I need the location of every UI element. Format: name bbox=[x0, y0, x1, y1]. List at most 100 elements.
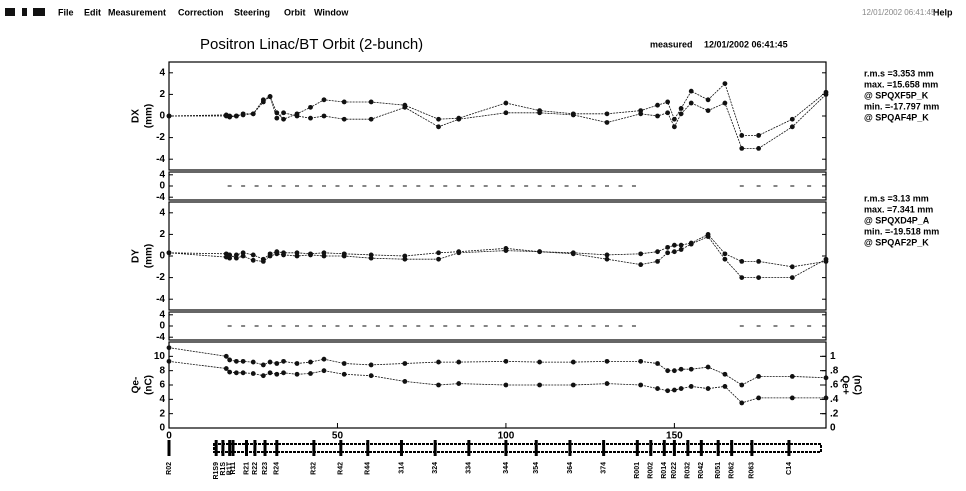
element-label: 334 bbox=[466, 462, 473, 474]
orbit-point bbox=[756, 259, 762, 264]
beamline-element bbox=[662, 440, 666, 456]
orbit-point bbox=[436, 382, 441, 388]
beamline-element bbox=[231, 440, 235, 456]
orbit-point bbox=[267, 94, 273, 99]
orbit-point bbox=[274, 361, 280, 366]
orbit-point bbox=[705, 108, 711, 113]
orbit-point bbox=[789, 374, 795, 379]
beamline-element bbox=[699, 440, 703, 456]
orbit-point bbox=[274, 115, 280, 121]
orbit-point bbox=[503, 110, 509, 116]
orbit-point bbox=[688, 366, 694, 372]
icon[interactable] bbox=[22, 8, 27, 16]
plot-frame bbox=[168, 201, 827, 311]
menu-item[interactable]: Edit bbox=[84, 7, 101, 17]
orbit-point bbox=[233, 255, 239, 261]
y-tick-label: 4 bbox=[159, 309, 165, 320]
orbit-point bbox=[665, 110, 671, 116]
orbit-point bbox=[671, 242, 677, 248]
y-tick-label: -2 bbox=[156, 132, 165, 143]
y-tick-label: 0 bbox=[159, 111, 165, 122]
orbit-point bbox=[665, 388, 671, 394]
orbit-point bbox=[250, 371, 256, 376]
orbit-point bbox=[456, 116, 462, 122]
orbit-point bbox=[789, 275, 795, 280]
orbit-point bbox=[166, 358, 172, 364]
orbit-point bbox=[456, 250, 462, 256]
orbit-point bbox=[260, 373, 266, 379]
orbit-point bbox=[227, 114, 233, 120]
orbit-point bbox=[638, 262, 644, 268]
menu-item[interactable]: File bbox=[58, 7, 74, 17]
beamline-element bbox=[467, 440, 471, 456]
orbit-point bbox=[678, 247, 684, 252]
orbit-point bbox=[638, 111, 644, 117]
element-label: R032 bbox=[685, 462, 692, 479]
orbit-point bbox=[503, 248, 509, 254]
orbit-point bbox=[671, 124, 677, 130]
beamline-element bbox=[635, 440, 639, 456]
orbit-point bbox=[638, 358, 644, 364]
orbit-point bbox=[671, 387, 677, 393]
element-label: R22 bbox=[252, 462, 259, 475]
beamline-element bbox=[672, 440, 676, 456]
orbit-point bbox=[260, 99, 266, 105]
y-tick-label: 4 bbox=[159, 394, 165, 405]
orbit-point bbox=[436, 250, 441, 256]
orbit-line bbox=[168, 347, 827, 386]
menu-item[interactable]: Measurement bbox=[108, 7, 166, 17]
orbit-point bbox=[308, 359, 313, 365]
orbit-point bbox=[537, 359, 543, 365]
y-tick-label: 2 bbox=[159, 229, 165, 240]
orbit-point bbox=[537, 249, 543, 255]
orbit-point bbox=[671, 116, 677, 122]
orbit-point bbox=[537, 110, 543, 116]
orbit-point bbox=[671, 249, 677, 255]
orbit-point bbox=[756, 146, 762, 151]
y2-tick-label: .4 bbox=[830, 394, 839, 405]
orbit-point bbox=[655, 113, 660, 119]
menu-item[interactable]: Window bbox=[314, 7, 349, 17]
orbit-point bbox=[281, 110, 286, 116]
menu-item[interactable]: Steering bbox=[234, 7, 270, 17]
orbit-point bbox=[665, 250, 671, 256]
orbit-point bbox=[823, 256, 829, 262]
icon[interactable] bbox=[5, 8, 15, 16]
element-label: 374 bbox=[600, 462, 607, 474]
menu-item[interactable]: Help bbox=[933, 7, 953, 17]
orbit-point bbox=[604, 120, 610, 125]
orbit-point bbox=[570, 251, 576, 257]
orbit-point bbox=[240, 370, 246, 376]
y2-tick-label: .6 bbox=[830, 380, 839, 391]
orbit-point bbox=[537, 382, 543, 388]
element-label: R1T bbox=[226, 461, 233, 475]
orbit-point bbox=[368, 255, 374, 261]
icon[interactable] bbox=[33, 8, 45, 16]
orbit-point bbox=[789, 116, 795, 122]
menu-item[interactable]: Correction bbox=[178, 7, 224, 17]
y2-tick-label: .8 bbox=[830, 365, 839, 376]
toolbar-icons bbox=[5, 8, 45, 16]
orbit-point bbox=[250, 111, 256, 117]
y-tick-label: 4 bbox=[159, 207, 165, 218]
orbit-point bbox=[503, 358, 509, 364]
element-label: R051 bbox=[715, 462, 722, 479]
orbit-point bbox=[570, 359, 576, 365]
orbit-point bbox=[233, 113, 239, 119]
orbit-point bbox=[321, 113, 327, 119]
stat-line: r.m.s =3.13 mm bbox=[864, 193, 929, 203]
orbit-point bbox=[456, 359, 462, 365]
beamline-element bbox=[568, 440, 572, 456]
beamline-element bbox=[366, 440, 370, 456]
measured-time: 12/01/2002 06:41:45 bbox=[704, 39, 788, 49]
orbit-point bbox=[368, 373, 374, 379]
orbit-point bbox=[294, 371, 300, 377]
orbit-point bbox=[678, 242, 684, 248]
clock: 12/01/2002 06:41:45 bbox=[862, 8, 936, 17]
orbit-point bbox=[655, 361, 660, 366]
beamline-element bbox=[433, 440, 437, 456]
element-label: R062 bbox=[729, 462, 736, 479]
orbit-point bbox=[823, 375, 829, 381]
menu-item[interactable]: Orbit bbox=[284, 7, 306, 17]
orbit-point bbox=[604, 358, 610, 364]
